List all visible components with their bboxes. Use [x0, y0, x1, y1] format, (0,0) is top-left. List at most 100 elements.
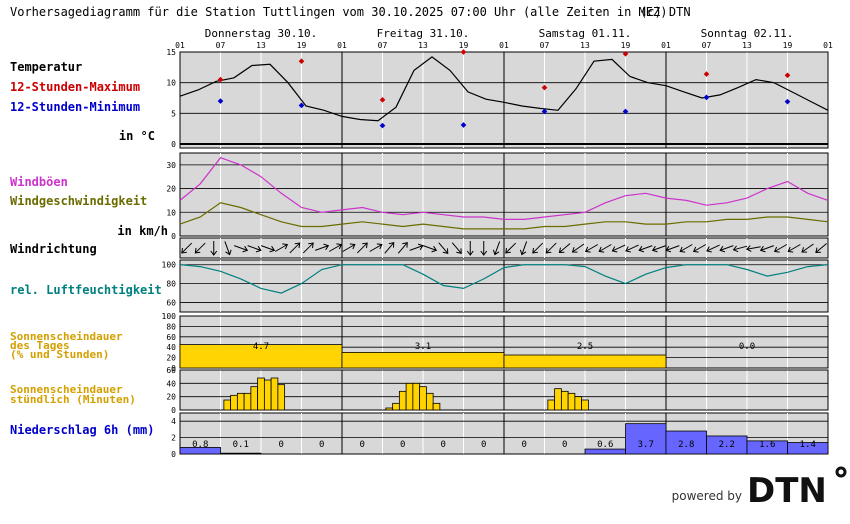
- wind-arrow-head: [480, 250, 488, 256]
- wind-arrow-head: [376, 243, 383, 250]
- wind-arrow: [665, 245, 680, 253]
- precip-bar: [220, 452, 262, 455]
- wind-arrow-shaft: [652, 245, 666, 251]
- wind-speed-label: Windgeschwindigkeit: [10, 194, 147, 208]
- min-temp-label: 12-Stunden-Minimum: [10, 100, 140, 114]
- min-temp-point: [217, 98, 224, 104]
- wind-arrow-shaft: [733, 245, 748, 251]
- sunshine-hourly-bar: [385, 407, 394, 411]
- y-tick-label: 100: [162, 261, 177, 270]
- wind-arrow-head: [181, 247, 187, 254]
- wind-arrow: [409, 243, 424, 251]
- wind-arrow-head: [417, 243, 424, 251]
- hour-tick-label: 01: [175, 41, 185, 50]
- wind-arrow-head: [255, 245, 262, 253]
- wind-arrow-head: [746, 245, 752, 252]
- dtn-logo-dot: [835, 466, 847, 478]
- wind-arrow-shaft: [706, 244, 720, 252]
- precip-value: 2.8: [678, 440, 694, 450]
- wind-arrow: [787, 244, 801, 253]
- sunshine-hourly-bar: [567, 392, 576, 411]
- wind-arrow-head: [442, 248, 449, 255]
- wind-arrow-shaft: [545, 242, 557, 254]
- y-tick-label: 80: [166, 280, 176, 289]
- hour-tick-label: 07: [216, 41, 226, 50]
- sunshine-hourly-bar: [223, 399, 232, 411]
- wind-arrow-shaft: [598, 244, 612, 252]
- wind-arrow: [274, 243, 289, 252]
- max-temp-point: [703, 71, 710, 77]
- sunshine-hourly-bar: [230, 394, 238, 411]
- temperature-label: Temperatur: [10, 60, 82, 74]
- wind-arrow-head: [308, 242, 314, 249]
- wind-arrow-head: [638, 245, 645, 253]
- y-tick-label: 60: [166, 366, 176, 375]
- y-tick-label: 20: [166, 393, 176, 402]
- max-temp-label: 12-Stunden-Maximum: [10, 80, 140, 94]
- wind-unit-label: in km/h: [117, 224, 168, 238]
- wind-direction-label: Windrichtung: [10, 242, 97, 256]
- gusts-label: Windböen: [10, 175, 68, 189]
- wind-arrow-head: [225, 249, 232, 256]
- sunshine-hourly-bar: [263, 379, 272, 411]
- precip-value: 1.4: [800, 440, 816, 450]
- sunshine-daily-label-2: des Tages: [10, 339, 70, 352]
- sunshine-daily-value: 2.5: [577, 342, 593, 352]
- min-temp-point: [784, 98, 791, 105]
- wind-arrow-shaft: [572, 243, 585, 253]
- wind-arrow-shaft: [760, 245, 774, 251]
- wind-arrow-head: [773, 246, 780, 253]
- precip-value: 0.6: [597, 440, 613, 450]
- wind-arrow-head: [402, 241, 408, 248]
- precip-label: Niederschlag 6h (mm): [10, 423, 155, 437]
- wind-arrow-shaft: [679, 244, 693, 252]
- wind-arrow-shaft: [423, 245, 437, 251]
- wind-arrow: [492, 241, 501, 256]
- wind-arrow-shaft: [302, 242, 314, 254]
- y-tick-label: 60: [166, 333, 176, 342]
- wind-arrow-shaft: [397, 242, 408, 254]
- precip-value: 3.7: [638, 440, 654, 450]
- y-tick-label: 80: [166, 322, 176, 331]
- y-tick-label: 0: [171, 450, 176, 459]
- wind-arrow-shaft: [224, 241, 231, 255]
- wind-arrow-head: [456, 248, 462, 255]
- wind-arrow-shaft: [451, 242, 462, 254]
- min-temp-point: [703, 94, 710, 101]
- hour-tick-label: 13: [580, 41, 590, 50]
- wind-arrow: [369, 243, 383, 252]
- wind-arrow-head: [611, 246, 618, 253]
- hour-tick-label: 13: [418, 41, 428, 50]
- sunshine-hourly-bar: [547, 399, 556, 411]
- wind-arrow: [692, 244, 707, 253]
- max-temp-point: [217, 76, 224, 83]
- wind-arrow-shaft: [559, 243, 571, 253]
- temp-unit-label: in °C: [119, 129, 155, 143]
- wind-arrow-head: [431, 245, 438, 253]
- wind-arrow: [356, 242, 368, 254]
- wind-arrow-head: [210, 250, 218, 256]
- precip-value: 0: [481, 440, 486, 450]
- wind-arrow-shaft: [247, 245, 261, 251]
- wind-arrow-head: [362, 242, 368, 249]
- hour-tick-label: 07: [378, 41, 388, 50]
- sunshine-daily-label-3: (% und Stunden): [10, 348, 109, 361]
- wind-arrow-shaft: [384, 242, 395, 254]
- wind-arrow: [328, 243, 343, 252]
- sunshine-hourly-label-2: stündlich (Minuten): [10, 393, 136, 406]
- precip-value: 0: [441, 440, 446, 450]
- sunshine-hourly-bar: [236, 392, 245, 411]
- sunshine-daily-bar: [341, 351, 505, 369]
- sunshine-daily-label-1: Sonnenscheindauer: [10, 330, 123, 343]
- wind-arrow: [466, 241, 474, 256]
- wind-arrow: [289, 242, 301, 254]
- wind-arrow-head: [194, 247, 201, 254]
- wind-arrow-shaft: [328, 244, 342, 252]
- wind-arrow: [706, 244, 720, 253]
- sunshine-hourly-bar: [277, 384, 286, 411]
- wind-arrow: [815, 243, 827, 254]
- wind-arrow-head: [294, 242, 301, 249]
- wind-arrow-head: [336, 243, 343, 250]
